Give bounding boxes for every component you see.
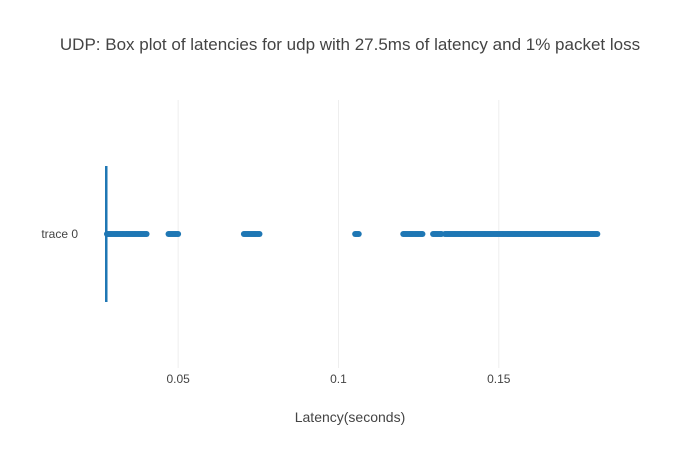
x-axis-ticks: 0.05 0.1 0.15 bbox=[166, 372, 510, 386]
outlier-point bbox=[175, 231, 182, 237]
x-tick-label: 0.1 bbox=[330, 372, 347, 386]
outlier-point bbox=[143, 231, 150, 237]
outlier-point bbox=[419, 231, 426, 237]
outlier-point bbox=[594, 231, 601, 237]
x-tick-label: 0.05 bbox=[166, 372, 190, 386]
y-category-label: trace 0 bbox=[41, 227, 78, 241]
outlier-point bbox=[256, 231, 263, 237]
plot-area bbox=[103, 166, 601, 302]
x-axis-title: Latency(seconds) bbox=[295, 409, 406, 425]
chart-title: UDP: Box plot of latencies for udp with … bbox=[60, 35, 640, 54]
x-tick-label: 0.15 bbox=[487, 372, 511, 386]
y-axis-labels: trace 0 bbox=[41, 227, 78, 241]
outlier-point bbox=[355, 231, 362, 237]
